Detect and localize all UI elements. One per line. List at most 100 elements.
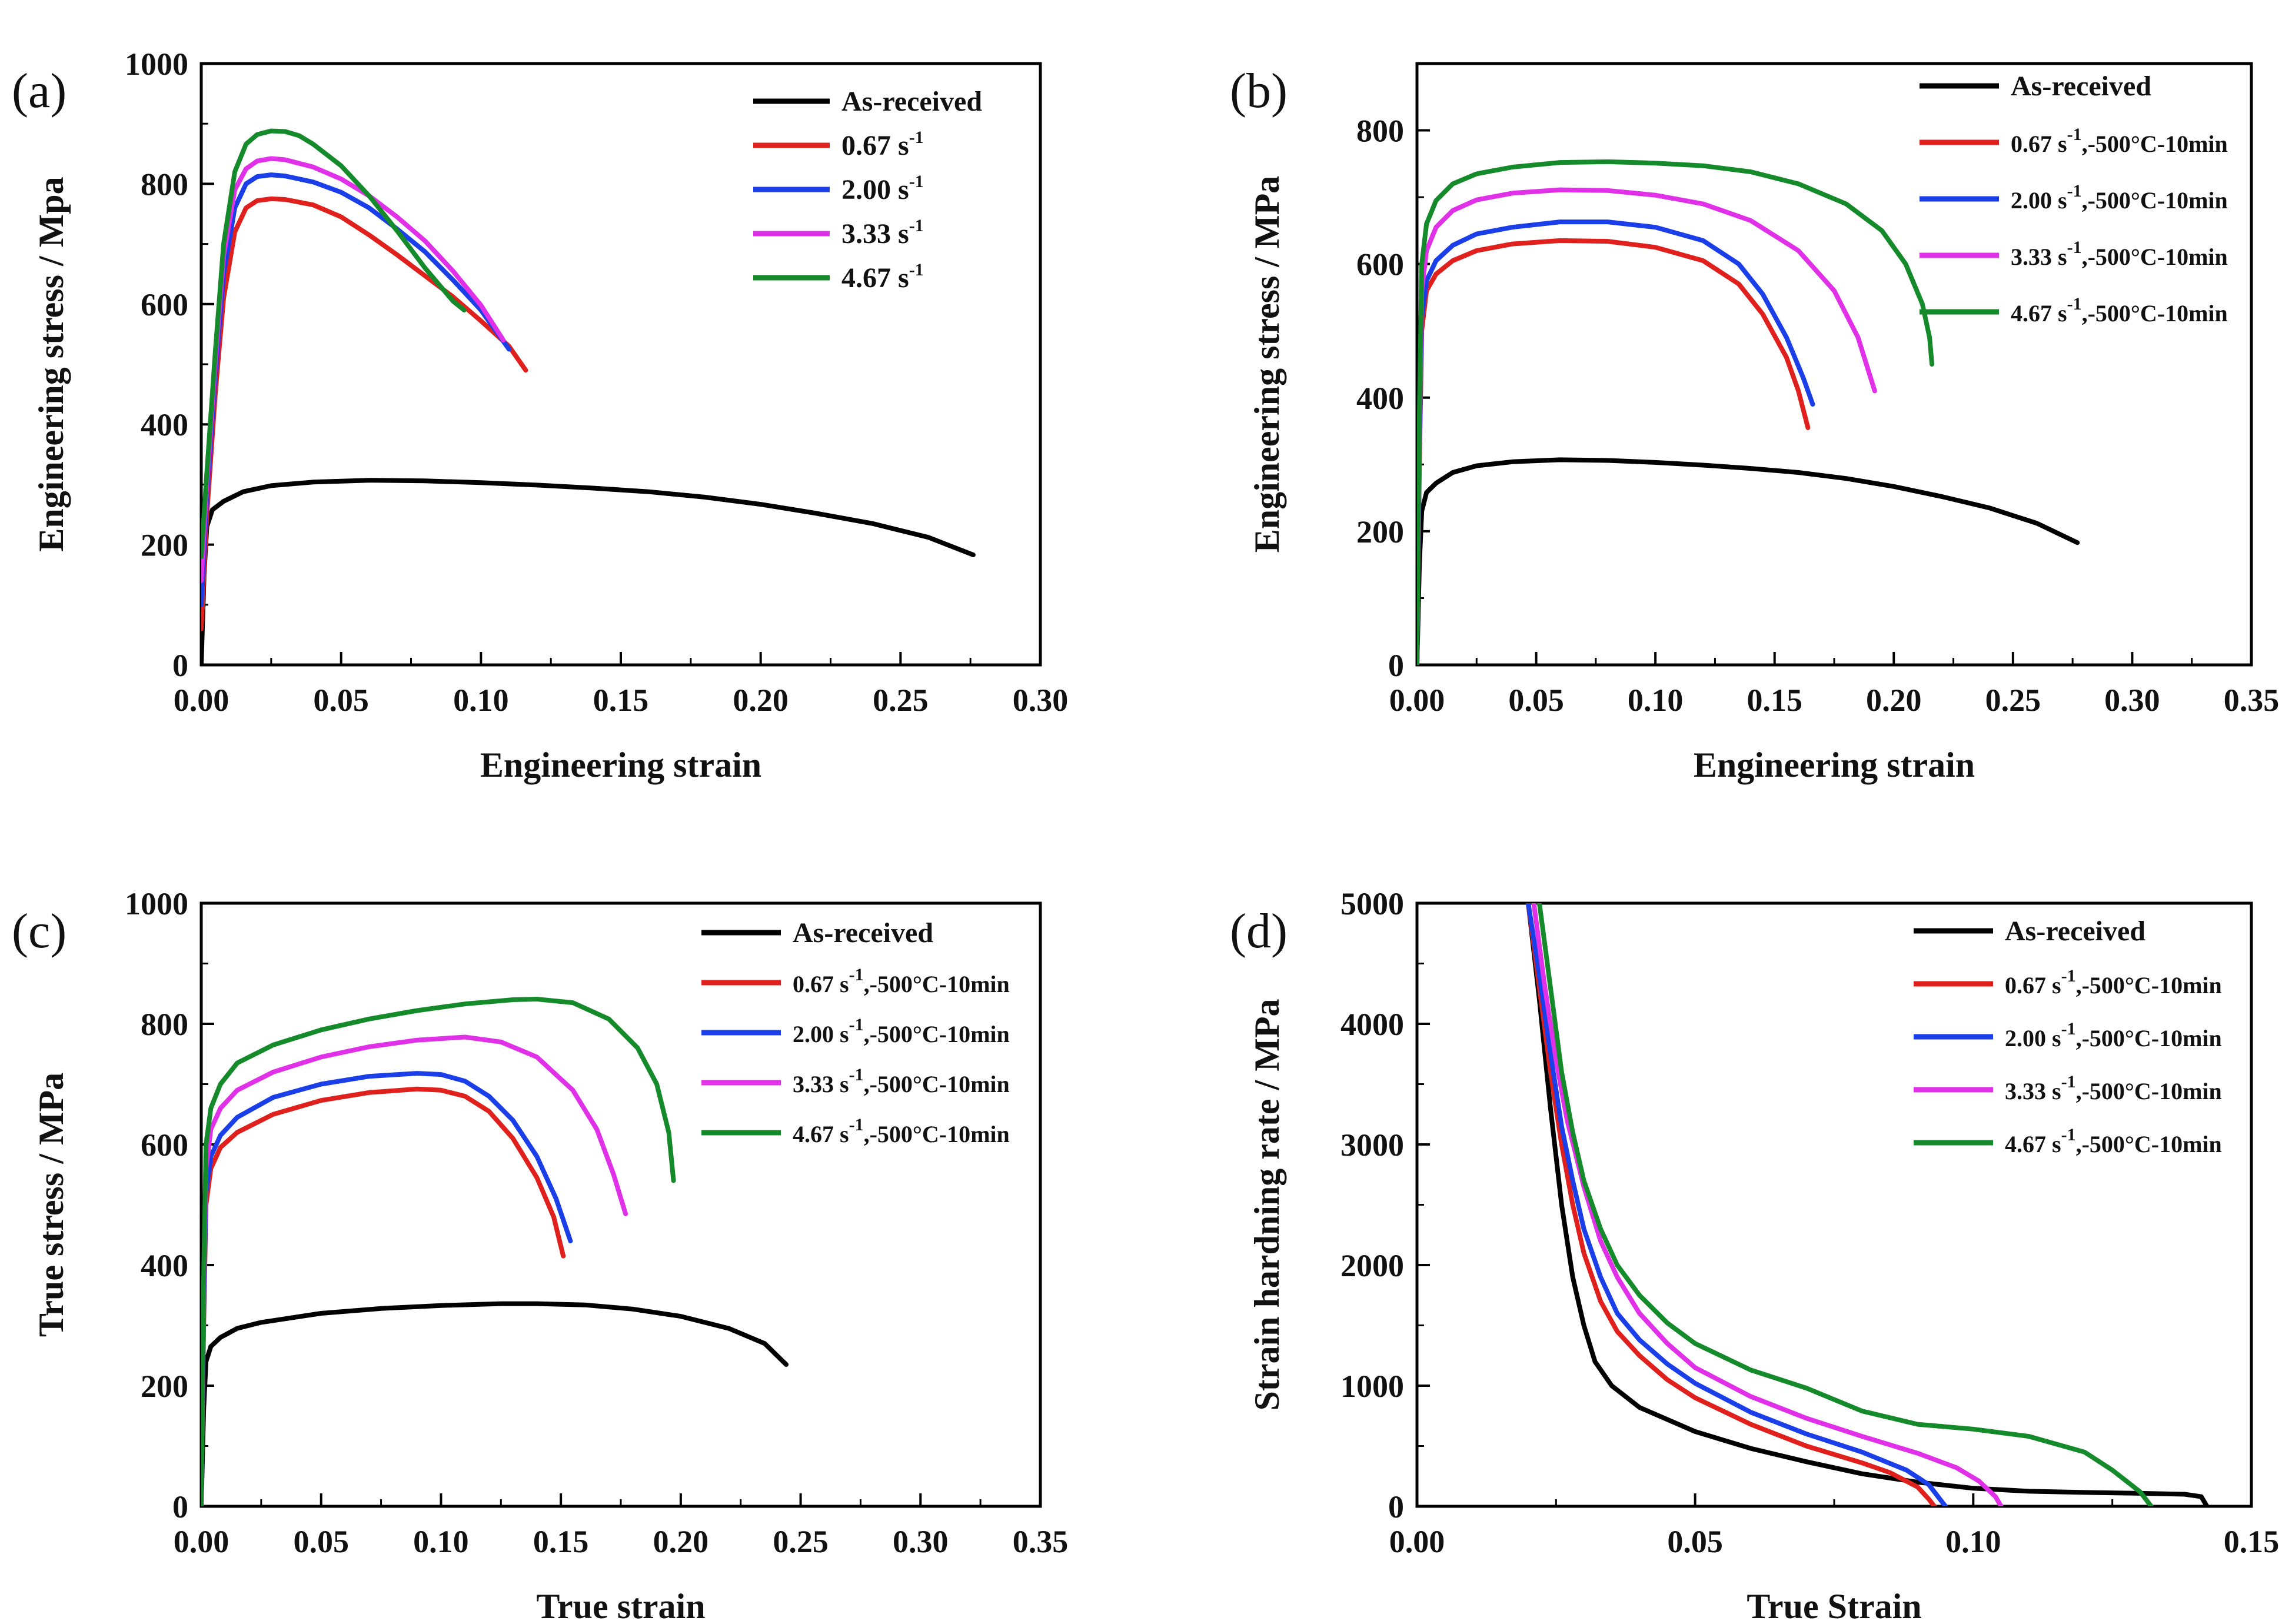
x-tick-label: 0.25 — [773, 1524, 829, 1559]
panel-label: (b) — [1230, 64, 1288, 118]
legend-label-main: 3.33 s — [793, 1071, 849, 1097]
legend-label-superscript: -1 — [2067, 125, 2082, 144]
legend-label-main: 0.67 s — [2011, 131, 2067, 157]
x-tick-label: 0.20 — [733, 683, 789, 718]
legend-label: 2.00 s-1,-500°C-10min — [793, 1015, 1010, 1047]
x-axis-label: True Strain — [1747, 1587, 1921, 1624]
legend-label-main: 2.00 s — [841, 174, 909, 205]
legend-label-main: 3.33 s — [2005, 1078, 2061, 1104]
y-tick-label: 0 — [1388, 1489, 1404, 1525]
y-axis-label: Strain hardning rate / MPa — [1248, 999, 1286, 1411]
legend-label-superscript: -1 — [2061, 1125, 2076, 1144]
x-tick-label: 0.25 — [873, 683, 929, 718]
chart-panel-a: (a) 0.00 0.05 0.10 0.15 0.20 0.25 0.30 0 200 400 60… — [12, 46, 1068, 784]
series-line-1 — [1417, 238, 1811, 665]
legend-label: 3.33 s-1 — [841, 216, 924, 249]
series-line-3 — [1531, 903, 2004, 1506]
x-tick-label: 0.00 — [174, 683, 229, 718]
legend-label: 4.67 s-1,-500°C-10min — [2005, 1125, 2222, 1157]
series-line-0 — [201, 1301, 789, 1506]
legend-label-tail: ,-500°C-10min — [2082, 131, 2228, 157]
legend-label-main: 2.00 s — [2011, 187, 2067, 214]
legend-label-tail: ,-500°C-10min — [864, 1121, 1010, 1147]
x-tick-label: 0.00 — [1389, 683, 1445, 718]
y-tick-label: 800 — [141, 1007, 188, 1042]
legend-label: 2.00 s-1 — [841, 172, 924, 205]
legend-label: As-received — [793, 917, 933, 949]
series-line-0 — [201, 478, 976, 665]
x-tick-label: 0.15 — [533, 1524, 589, 1559]
legend-label-tail: ,-500°C-10min — [2082, 300, 2228, 327]
chart-panel-c: (c) 0.00 0.05 0.10 0.15 0.20 0.25 0.30 0.35 0 200 4… — [12, 886, 1068, 1624]
series-line-3 — [201, 1034, 628, 1506]
legend-label-superscript: -1 — [2061, 1072, 2076, 1091]
y-tick-label: 400 — [141, 1248, 188, 1283]
legend-label-superscript: -1 — [849, 965, 864, 984]
series-line-1 — [1526, 903, 1937, 1506]
legend-label-tail: ,-500°C-10min — [2076, 1025, 2222, 1051]
y-tick-label: 1000 — [1340, 1369, 1404, 1404]
y-tick-label: 4000 — [1340, 1007, 1404, 1042]
y-tick-label: 2000 — [1340, 1248, 1404, 1283]
x-tick-label: 0.05 — [1508, 683, 1564, 718]
legend-label: 0.67 s-1,-500°C-10min — [2005, 966, 2222, 999]
legend-label-main: 4.67 s — [2011, 300, 2067, 327]
series-line-1 — [201, 196, 528, 631]
y-tick-label: 600 — [1356, 247, 1404, 282]
legend-label-main: As-received — [793, 917, 933, 949]
legend-label-superscript: -1 — [849, 1115, 864, 1134]
legend-label: 3.33 s-1,-500°C-10min — [2005, 1072, 2222, 1104]
legend-label-superscript: -1 — [909, 128, 924, 147]
legend-label-tail: ,-500°C-10min — [864, 971, 1010, 997]
legend-label: 0.67 s-1,-500°C-10min — [793, 965, 1010, 997]
x-tick-label: 0.25 — [1985, 683, 2041, 718]
series-line-4 — [201, 128, 467, 559]
y-tick-label: 5000 — [1340, 886, 1404, 921]
x-tick-label: 0.05 — [313, 683, 369, 718]
legend-label-main: As-received — [841, 86, 982, 117]
y-tick-label: 1000 — [125, 886, 188, 921]
panel-label: (c) — [12, 904, 66, 959]
x-tick-label: 0.15 — [2224, 1524, 2280, 1559]
x-axis-label: True strain — [536, 1587, 705, 1624]
y-axis-label: True stress / MPa — [32, 1073, 71, 1337]
series-line-3 — [1417, 187, 1877, 665]
panel-label: (a) — [12, 64, 66, 118]
x-tick-label: 0.30 — [1013, 683, 1069, 718]
x-tick-label: 0.05 — [1667, 1524, 1723, 1559]
y-axis-label: Engineering stress / Mpa — [32, 177, 71, 551]
legend-label-superscript: -1 — [2067, 181, 2082, 201]
x-tick-label: 0.35 — [1013, 1524, 1069, 1559]
x-tick-label: 0.10 — [413, 1524, 469, 1559]
x-tick-label: 0.10 — [1628, 683, 1684, 718]
series-line-2 — [201, 1071, 573, 1506]
x-tick-label: 0.00 — [174, 1524, 229, 1559]
legend-label-main: 0.67 s — [793, 971, 849, 997]
legend-label: As-received — [2005, 916, 2145, 947]
legend-label: As-received — [2011, 71, 2151, 102]
x-tick-label: 0.30 — [893, 1524, 949, 1559]
legend-label-tail: ,-500°C-10min — [864, 1071, 1010, 1097]
legend-label-superscript: -1 — [909, 260, 924, 279]
legend-label-tail: ,-500°C-10min — [2076, 972, 2222, 999]
y-axis-label: Engineering stress / MPa — [1248, 176, 1286, 553]
x-tick-label: 0.35 — [2224, 683, 2280, 718]
panel-label: (d) — [1230, 904, 1288, 959]
legend-label-main: 4.67 s — [793, 1121, 849, 1147]
series-line-4 — [201, 997, 676, 1506]
legend-label-main: 3.33 s — [841, 218, 909, 249]
series-line-2 — [201, 172, 511, 607]
legend-label: 3.33 s-1,-500°C-10min — [793, 1065, 1010, 1097]
x-tick-label: 0.10 — [453, 683, 509, 718]
legend-label: 0.67 s-1 — [841, 128, 924, 161]
y-tick-label: 800 — [141, 167, 188, 202]
legend-label: 0.67 s-1,-500°C-10min — [2011, 125, 2228, 157]
y-tick-label: 200 — [1356, 514, 1404, 550]
x-tick-label: 0.20 — [653, 1524, 709, 1559]
series-line-0 — [1526, 903, 2210, 1506]
